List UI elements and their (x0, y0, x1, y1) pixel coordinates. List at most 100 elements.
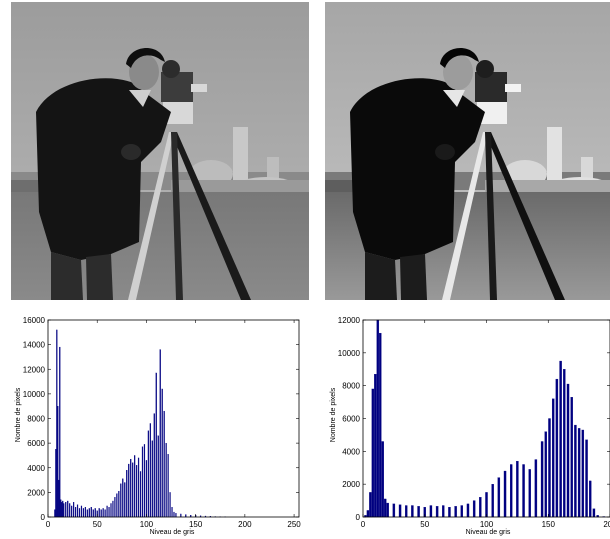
tripod-leg (442, 132, 488, 300)
camera-mount (163, 102, 193, 124)
histogram-bar (71, 505, 73, 518)
histogram-bar (435, 506, 439, 518)
histogram-bar (574, 424, 577, 518)
y-tick-label: 12000 (338, 316, 361, 325)
histogram-bar (55, 449, 57, 518)
x-axis-title: Niveau de gris (466, 529, 511, 536)
histogram-bar (65, 502, 67, 518)
histogram-bar (163, 410, 165, 518)
histogram-bar (392, 503, 396, 518)
histogram-original: Niveau de gris Nombre de pixels 0 50 100 15… (0, 310, 310, 539)
bars (364, 319, 606, 518)
histogram-bar (563, 369, 566, 518)
x-tick-label: 50 (93, 520, 102, 529)
cameraman-photo (325, 2, 610, 300)
y-tick-label: 4000 (27, 464, 45, 473)
histogram-bar (180, 513, 182, 518)
shirt-collar (443, 90, 465, 107)
x-tick-label: 150 (189, 520, 203, 529)
histogram-bar (72, 502, 75, 518)
x-tick-label: 100 (480, 520, 494, 529)
plot-frame (362, 319, 610, 518)
y-tick-label: 8000 (342, 382, 360, 391)
building-base (485, 180, 610, 192)
histogram-bar (165, 442, 167, 518)
histogram-bar (528, 469, 531, 518)
y-tick-label: 2000 (27, 488, 45, 497)
histogram-bar (62, 500, 64, 518)
histogram-bar (379, 332, 382, 518)
histogram-bar (90, 506, 92, 518)
histogram-bar (100, 509, 102, 518)
histogram-bar (56, 329, 58, 518)
histogram-bar (417, 506, 420, 518)
y-tick-label: 6000 (342, 415, 360, 424)
histogram-bar (122, 478, 124, 518)
coat (36, 78, 171, 260)
histogram-bar (134, 455, 136, 518)
histogram-bar (460, 505, 463, 518)
small-tower (581, 157, 593, 182)
y-tick-label: 0 (41, 513, 46, 522)
trousers (400, 254, 427, 300)
trousers (365, 252, 397, 300)
histogram-bar (126, 470, 128, 518)
histogram-bar (84, 506, 86, 518)
histogram-bar (581, 429, 585, 518)
histogram-bar (106, 505, 108, 518)
histogram-bar (371, 388, 375, 518)
histogram-bar (479, 497, 482, 518)
hair (440, 47, 479, 68)
hand (435, 144, 455, 160)
histogram-bar (130, 458, 132, 518)
histogram-bar (74, 506, 77, 518)
x-tick-label: 250 (287, 520, 301, 529)
trousers (51, 252, 83, 300)
histogram-bar (472, 500, 476, 518)
histogram-bar (153, 413, 155, 518)
histogram-bar (139, 471, 142, 518)
histogram-bar (398, 504, 402, 518)
tower (547, 127, 562, 182)
cameraman-original-image (11, 2, 309, 300)
histogram-bar (80, 505, 83, 518)
histogram-bar (577, 428, 581, 518)
x-tick-label: 150 (542, 520, 556, 529)
building-base (171, 180, 309, 192)
face (129, 54, 159, 90)
x-tick-label: 0 (46, 520, 51, 529)
tripod-leg (128, 132, 174, 300)
histogram-bar (411, 505, 414, 518)
coat (350, 78, 485, 260)
y-tick-label: 4000 (342, 447, 360, 456)
histogram-bar (555, 378, 559, 518)
shirt-collar (129, 90, 151, 107)
histogram-bar (57, 406, 59, 518)
histogram-bar (485, 492, 488, 518)
histogram-bar (516, 461, 519, 518)
histogram-bar (82, 508, 85, 518)
histogram-bar (155, 372, 157, 518)
histogram-bar (585, 439, 588, 518)
trousers (86, 254, 113, 300)
histogram-bar (104, 509, 106, 518)
y-tick-label: 14000 (23, 341, 46, 350)
histogram-bar (566, 383, 570, 518)
histogram-equalized: Niveau de gris Nombre de pixels 0 50 100 15… (310, 310, 610, 539)
histogram-bar (369, 492, 372, 518)
tripod-leg (171, 132, 183, 300)
histogram-bar (143, 444, 146, 518)
y-tick-label: 2000 (342, 480, 360, 489)
histogram-bar (376, 319, 380, 518)
x-tick-label: 200 (603, 520, 610, 529)
histogram-bar (120, 483, 122, 518)
y-tick-label: 16000 (23, 316, 46, 325)
tripod-leg (485, 132, 565, 300)
histogram-bar (466, 503, 470, 518)
face (443, 54, 473, 90)
histogram-bar (141, 446, 144, 518)
x-tick-label: 100 (140, 520, 154, 529)
histogram-bar (386, 502, 389, 518)
histogram-bar (161, 388, 163, 518)
histogram-bar (405, 505, 408, 518)
